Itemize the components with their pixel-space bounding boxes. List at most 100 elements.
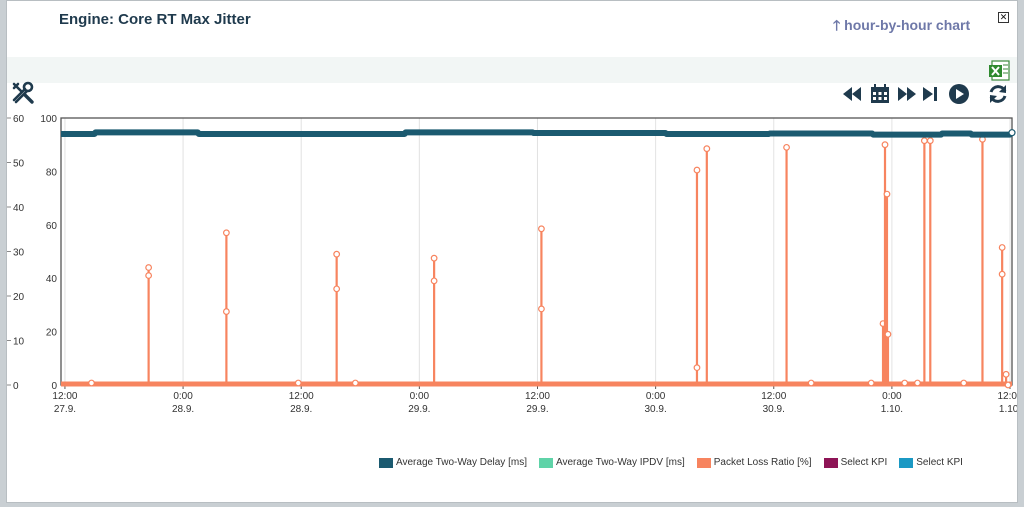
left-tick-label: 40 (13, 203, 25, 214)
x-tick-time-label: 12:00 (289, 391, 314, 402)
chart-legend: Average Two-Way Delay [ms] Average Two-W… (379, 457, 963, 468)
legend-label-kpi-2: Select KPI (916, 457, 963, 468)
left-tick-label: 60 (13, 114, 25, 125)
loss-point (430, 277, 438, 285)
loss-point (294, 379, 302, 387)
legend-swatch-kpi-1 (823, 457, 838, 468)
legend-label-kpi-1: Select KPI (840, 457, 888, 468)
loss-point (914, 379, 921, 387)
loss-point (693, 364, 701, 372)
x-tick-time-label: 0:00 (410, 391, 430, 402)
right-tick-label: 40 (46, 274, 58, 285)
loss-point (222, 308, 230, 315)
close-button[interactable]: ✕ (998, 12, 1009, 23)
delay-point (1008, 129, 1016, 137)
fast-forward-icon[interactable] (896, 83, 918, 105)
left-tick-label: 50 (13, 159, 25, 170)
x-tick-time-label: 12:00 (761, 391, 786, 402)
legend-swatch-loss (696, 457, 711, 468)
legend-item-kpi-1[interactable]: Select KPI (823, 457, 888, 468)
loss-point (430, 254, 438, 262)
x-tick-date-label: 29.9. (408, 404, 430, 415)
loss-point (998, 244, 1006, 251)
loss-point (867, 379, 875, 387)
right-tick-label: 80 (46, 167, 58, 178)
loss-point (538, 305, 545, 313)
loss-point (1004, 381, 1012, 389)
loss-point (901, 379, 909, 387)
x-tick-date-label: 28.9. (290, 404, 312, 415)
right-y-axis: 0 20 40 60 80 100 (40, 114, 57, 392)
plot-frame (60, 117, 1013, 386)
delay-series (61, 129, 1016, 138)
grid-lines (64, 118, 1011, 385)
x-tick-date-label: 30.9. (763, 404, 785, 415)
x-tick-date-label: 1.10. (881, 404, 903, 415)
loss-point (703, 145, 711, 153)
loss-point (920, 137, 928, 145)
x-tick-time-label: 12:00 (998, 391, 1017, 402)
left-tick-label: 10 (13, 337, 25, 348)
rewind-icon[interactable] (841, 83, 863, 105)
x-tick-time-label: 0:00 (646, 391, 666, 402)
play-icon[interactable] (948, 83, 970, 105)
legend-label-delay: Average Two-Way Delay [ms] (396, 457, 527, 468)
loss-point (807, 379, 815, 387)
right-tick-label: 60 (46, 221, 58, 232)
x-axis: 12:00 27.9. 0:00 28.9. 12:00 28.9. 0:00 29.9. 12… (52, 385, 1017, 415)
right-tick-label: 0 (51, 381, 57, 392)
loss-point (222, 229, 230, 237)
x-tick-date-label: 30.9. (644, 404, 666, 415)
calendar-icon[interactable] (869, 83, 891, 105)
delay-line (61, 129, 1015, 138)
legend-item-delay[interactable]: Average Two-Way Delay [ms] (379, 457, 527, 468)
skip-end-icon[interactable] (919, 83, 941, 105)
hour-link-label: hour-by-hour chart (844, 17, 971, 33)
x-tick-date-label: 28.9. (172, 404, 194, 415)
x-tick-time-label: 0:00 (882, 391, 902, 402)
legend-item-ipdv[interactable]: Average Two-Way IPDV [ms] (538, 457, 685, 468)
x-tick-date-label: 29.9. (526, 404, 548, 415)
legend-swatch-kpi-2 (899, 457, 914, 468)
loss-point (145, 264, 153, 271)
loss-point (960, 379, 968, 387)
refresh-icon[interactable] (987, 83, 1009, 105)
x-tick-time-label: 12:00 (52, 391, 77, 402)
legend-label-ipdv: Average Two-Way IPDV [ms] (555, 457, 685, 468)
left-tick-label: 20 (13, 292, 25, 303)
loss-point (1002, 370, 1010, 378)
tools-icon[interactable] (11, 81, 35, 105)
chart-dialog: Engine: Core RT Max Jitter 🡑 hour-by-hou… (6, 0, 1018, 503)
loss-point (333, 285, 341, 293)
legend-item-loss[interactable]: Packet Loss Ratio [%] (696, 457, 812, 468)
x-tick-time-label: 12:00 (525, 391, 550, 402)
loss-point (883, 190, 891, 198)
loss-point (884, 330, 892, 338)
legend-swatch-delay (379, 457, 393, 468)
toolbar-band (7, 57, 1017, 83)
loss-point (881, 141, 889, 149)
hour-by-hour-chart-link[interactable]: 🡑 hour-by-hour chart (833, 15, 970, 39)
legend-label-loss: Packet Loss Ratio [%] (713, 457, 812, 468)
loss-point (998, 270, 1006, 278)
x-tick-date-label: 27.9. (54, 404, 76, 415)
loss-point (783, 143, 790, 151)
x-tick-date-label: 1.10. (999, 404, 1017, 415)
loss-point (926, 137, 934, 145)
loss-point (145, 272, 153, 279)
packet-loss-series (61, 135, 1012, 389)
left-tick-label: 0 (13, 381, 19, 392)
right-tick-label: 100 (40, 114, 57, 125)
left-tick-label: 30 (13, 248, 25, 259)
loss-point (351, 379, 359, 387)
left-y-axis: 0 10 20 30 40 50 60 (7, 114, 25, 392)
x-tick-time-label: 0:00 (173, 391, 193, 402)
excel-export-icon[interactable] (988, 58, 1012, 82)
legend-swatch-ipdv (538, 457, 553, 468)
chart-canvas: 0 10 20 30 40 50 60 0 20 40 60 80 100 12:00 27.9. 0:0… (7, 114, 1017, 415)
loss-point (538, 225, 545, 233)
arrow-up-icon: 🡑 (833, 17, 841, 33)
right-tick-label: 20 (46, 328, 58, 339)
loss-point (88, 379, 95, 387)
legend-item-kpi-2[interactable]: Select KPI (899, 457, 963, 468)
